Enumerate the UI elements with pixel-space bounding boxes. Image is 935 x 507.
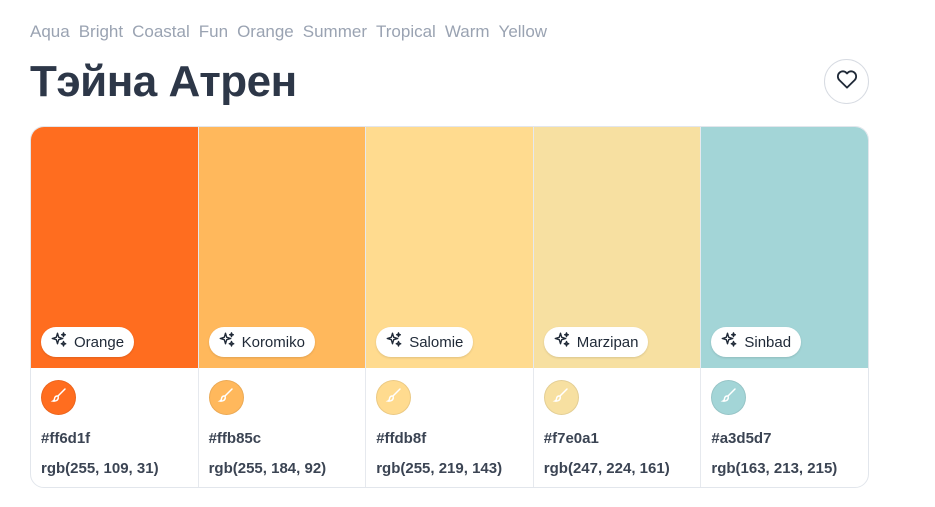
color-swatch[interactable]: Orange <box>31 127 198 368</box>
paint-brush-icon <box>217 386 235 409</box>
tag-coastal[interactable]: Coastal <box>132 22 190 41</box>
hex-value: #ffdb8f <box>376 430 427 447</box>
favorite-button[interactable] <box>824 59 869 104</box>
color-name-label: Sinbad <box>744 333 792 351</box>
color-name-pill[interactable]: Koromiko <box>208 327 315 357</box>
hex-value: #ffb85c <box>208 430 262 447</box>
rgb-value: rgb(255, 219, 143) <box>376 460 503 477</box>
tag-summer[interactable]: Summer <box>302 22 367 41</box>
hex-value: #a3d5d7 <box>711 430 772 447</box>
color-dot-button[interactable] <box>543 380 579 415</box>
color-info: #ff6d1f rgb(255, 109, 31) <box>31 368 198 478</box>
sparkles-icon <box>50 331 68 354</box>
swatch-column-koromiko: Koromiko #ffb85c rgb(255, 184, 92) <box>198 127 367 487</box>
color-dot-button[interactable] <box>41 380 76 415</box>
color-swatch[interactable]: Salomie <box>366 127 533 368</box>
color-info: #ffdb8f rgb(255, 219, 143) <box>366 368 533 478</box>
color-dot-button[interactable] <box>376 380 412 415</box>
color-name-label: Orange <box>74 333 125 351</box>
color-info: #f7e0a1 rgb(247, 224, 161) <box>534 368 701 478</box>
color-name-label: Salomie <box>409 333 464 351</box>
hex-value: #ff6d1f <box>41 430 91 447</box>
rgb-value: rgb(255, 109, 31) <box>41 460 159 477</box>
color-info: #a3d5d7 rgb(163, 213, 215) <box>701 368 868 478</box>
tag-bright[interactable]: Bright <box>78 22 124 41</box>
tag-fun[interactable]: Fun <box>198 22 229 41</box>
hex-value: #f7e0a1 <box>543 430 599 447</box>
color-name-pill[interactable]: Marzipan <box>543 327 649 357</box>
swatch-column-sinbad: Sinbad #a3d5d7 rgb(163, 213, 215) <box>701 127 868 487</box>
color-name-pill[interactable]: Sinbad <box>711 327 802 357</box>
color-swatch[interactable]: Sinbad <box>701 127 868 368</box>
sparkles-icon <box>385 331 403 354</box>
color-palette: Orange #ff6d1f rgb(255, 109, 31) <box>30 126 869 488</box>
rgb-value: rgb(163, 213, 215) <box>711 460 838 477</box>
tag-aqua[interactable]: Aqua <box>30 22 70 41</box>
paint-brush-icon <box>385 386 403 409</box>
color-dot-button[interactable] <box>711 380 747 415</box>
color-name-label: Marzipan <box>576 333 639 351</box>
sparkles-icon <box>720 331 738 354</box>
tag-warm[interactable]: Warm <box>444 22 490 41</box>
heart-icon <box>836 69 858 94</box>
sparkles-icon <box>218 331 236 354</box>
swatch-column-orange: Orange #ff6d1f rgb(255, 109, 31) <box>31 127 199 487</box>
tag-tropical[interactable]: Tropical <box>376 22 436 41</box>
sparkles-icon <box>553 331 571 354</box>
tag-yellow[interactable]: Yellow <box>498 22 548 41</box>
swatch-column-marzipan: Marzipan #f7e0a1 rgb(247, 224, 161) <box>533 127 702 487</box>
color-name-pill[interactable]: Salomie <box>376 327 474 357</box>
rgb-value: rgb(255, 184, 92) <box>208 460 327 477</box>
color-swatch[interactable]: Koromiko <box>198 127 366 368</box>
rgb-value: rgb(247, 224, 161) <box>543 460 670 477</box>
tag-list: Aqua Bright Coastal Fun Orange Summer Tr… <box>30 20 547 44</box>
color-info: #ffb85c rgb(255, 184, 92) <box>199 368 366 478</box>
color-dot-button[interactable] <box>208 380 244 415</box>
swatch-column-salomie: Salomie #ffdb8f rgb(255, 219, 143) <box>366 127 534 487</box>
paint-brush-icon <box>552 386 570 409</box>
paint-brush-icon <box>50 386 68 409</box>
tag-orange[interactable]: Orange <box>237 22 294 41</box>
page-title: Тэйна Атрен <box>30 57 297 106</box>
paint-brush-icon <box>720 386 738 409</box>
color-swatch[interactable]: Marzipan <box>533 127 701 368</box>
color-name-pill[interactable]: Orange <box>41 327 135 357</box>
color-name-label: Koromiko <box>241 333 305 351</box>
